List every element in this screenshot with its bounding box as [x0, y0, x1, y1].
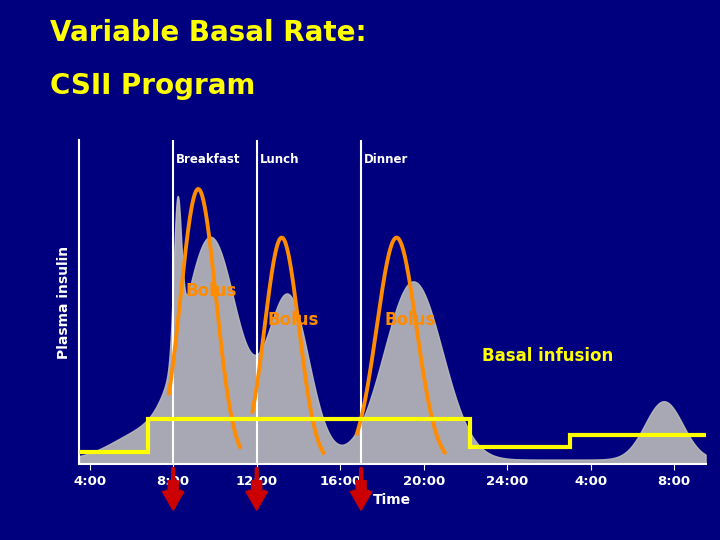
Text: Bolus: Bolus	[384, 311, 436, 329]
X-axis label: Time: Time	[374, 494, 411, 508]
Text: Dinner: Dinner	[364, 153, 408, 166]
Text: Bolus: Bolus	[186, 282, 237, 300]
Text: Basal infusion: Basal infusion	[482, 347, 613, 364]
Text: Lunch: Lunch	[260, 153, 300, 166]
Text: CSII Program: CSII Program	[50, 72, 256, 100]
Text: Breakfast: Breakfast	[176, 153, 240, 166]
Text: Bolus: Bolus	[267, 311, 318, 329]
Text: Variable Basal Rate:: Variable Basal Rate:	[50, 18, 367, 46]
Y-axis label: Plasma insulin: Plasma insulin	[57, 246, 71, 359]
